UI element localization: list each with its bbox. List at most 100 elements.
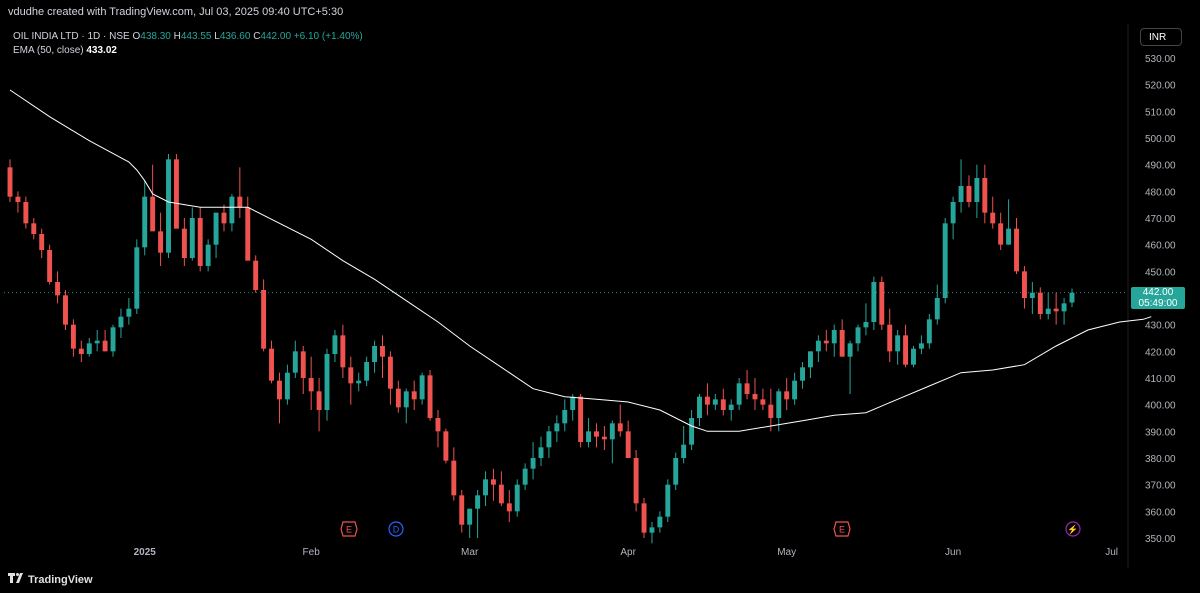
candle-body[interactable]	[110, 327, 116, 352]
candle-body[interactable]	[522, 468, 528, 485]
candle-body[interactable]	[831, 330, 837, 344]
candle-body[interactable]	[245, 207, 251, 261]
candle-body[interactable]	[166, 159, 171, 253]
candle-body[interactable]	[300, 351, 306, 378]
candle-body[interactable]	[451, 460, 457, 496]
candle-body[interactable]	[348, 367, 354, 384]
candle-body[interactable]	[895, 335, 901, 352]
candle-body[interactable]	[55, 282, 61, 296]
candle-body[interactable]	[197, 218, 203, 266]
price-chart[interactable]: 350.00 360.00 370.00 380.00 390.00 400.00 410.…	[0, 24, 1200, 568]
candle-body[interactable]	[237, 196, 243, 208]
candle-body[interactable]	[990, 212, 996, 224]
candle-body[interactable]	[625, 431, 631, 458]
candle-body[interactable]	[958, 186, 964, 202]
candle-body[interactable]	[808, 351, 813, 368]
candle-body[interactable]	[427, 375, 433, 418]
candle-body[interactable]	[189, 218, 195, 258]
earnings-marker-icon[interactable]	[833, 521, 851, 537]
candle-body[interactable]	[823, 340, 829, 344]
candle-body[interactable]	[1029, 292, 1035, 298]
candle-body[interactable]	[1014, 228, 1019, 272]
candle-body[interactable]	[839, 330, 845, 357]
candle-body[interactable]	[94, 340, 100, 344]
candle-body[interactable]	[974, 178, 980, 202]
candle-body[interactable]	[998, 223, 1004, 245]
candle-body[interactable]	[292, 351, 298, 373]
candle-body[interactable]	[728, 404, 734, 410]
candle-body[interactable]	[887, 324, 893, 352]
candle-body[interactable]	[863, 322, 869, 328]
candle-body[interactable]	[657, 516, 663, 528]
candle-body[interactable]	[205, 244, 211, 266]
candle-body[interactable]	[570, 396, 576, 410]
candle-body[interactable]	[181, 228, 187, 258]
candle-body[interactable]	[7, 167, 13, 197]
candle-body[interactable]	[1021, 271, 1027, 298]
candle-body[interactable]	[364, 362, 370, 381]
candle-body[interactable]	[435, 418, 441, 432]
candle-body[interactable]	[324, 354, 330, 410]
candle-body[interactable]	[459, 495, 465, 525]
candle-body[interactable]	[942, 223, 948, 298]
earnings-marker-icon[interactable]	[340, 521, 358, 537]
candle-body[interactable]	[443, 431, 449, 461]
candle-body[interactable]	[395, 388, 401, 408]
candle-body[interactable]	[712, 399, 718, 405]
candle-body[interactable]	[704, 396, 710, 405]
candle-body[interactable]	[316, 391, 322, 410]
candle-body[interactable]	[1053, 308, 1059, 312]
candle-body[interactable]	[78, 348, 84, 354]
tradingview-logo[interactable]: TradingView	[8, 573, 93, 586]
candle-body[interactable]	[403, 391, 409, 408]
candle-body[interactable]	[601, 436, 607, 440]
candle-body[interactable]	[736, 383, 742, 405]
candle-body[interactable]	[102, 340, 108, 352]
candle-body[interactable]	[546, 431, 552, 448]
candle-body[interactable]	[617, 423, 623, 432]
candle-body[interactable]	[514, 484, 520, 512]
candle-body[interactable]	[800, 367, 805, 381]
candle-body[interactable]	[918, 343, 924, 349]
candle-body[interactable]	[760, 399, 766, 405]
dividend-marker-icon[interactable]	[388, 521, 404, 537]
candle-body[interactable]	[1045, 308, 1051, 314]
candle-body[interactable]	[380, 346, 385, 357]
candle-body[interactable]	[847, 343, 853, 357]
currency-button[interactable]: INR	[1140, 28, 1182, 46]
candle-body[interactable]	[253, 260, 259, 290]
candle-body[interactable]	[934, 298, 940, 320]
candle-body[interactable]	[689, 418, 695, 445]
candle-body[interactable]	[815, 340, 821, 352]
candle-body[interactable]	[649, 527, 655, 533]
candle-body[interactable]	[372, 346, 378, 362]
candle-body[interactable]	[47, 250, 53, 282]
candle-body[interactable]	[229, 196, 235, 224]
candle-body[interactable]	[1006, 228, 1012, 245]
candle-body[interactable]	[332, 335, 338, 354]
candle-body[interactable]	[39, 234, 45, 250]
candle-body[interactable]	[506, 503, 512, 512]
symbol-label[interactable]: OIL INDIA LTD · 1D · NSE	[13, 31, 130, 42]
candle-body[interactable]	[911, 348, 916, 365]
candle-body[interactable]	[467, 508, 473, 525]
candle-body[interactable]	[498, 484, 504, 504]
candle-body[interactable]	[490, 479, 496, 485]
candle-body[interactable]	[15, 196, 21, 202]
candle-body[interactable]	[261, 290, 267, 349]
candle-body[interactable]	[70, 324, 76, 349]
candle-body[interactable]	[697, 396, 702, 418]
candle-body[interactable]	[31, 223, 37, 234]
candle-body[interactable]	[720, 399, 726, 410]
candle-body[interactable]	[150, 196, 156, 232]
candle-body[interactable]	[118, 316, 124, 328]
ema-row[interactable]: EMA (50, close) 433.02	[13, 44, 363, 58]
ema-line[interactable]	[9, 89, 1152, 432]
candle-body[interactable]	[784, 391, 790, 400]
candle-body[interactable]	[673, 458, 679, 485]
candle-body[interactable]	[134, 247, 140, 309]
candle-body[interactable]	[926, 319, 932, 344]
candle-body[interactable]	[586, 431, 592, 442]
candle-body[interactable]	[792, 380, 798, 400]
candle-body[interactable]	[277, 380, 282, 400]
